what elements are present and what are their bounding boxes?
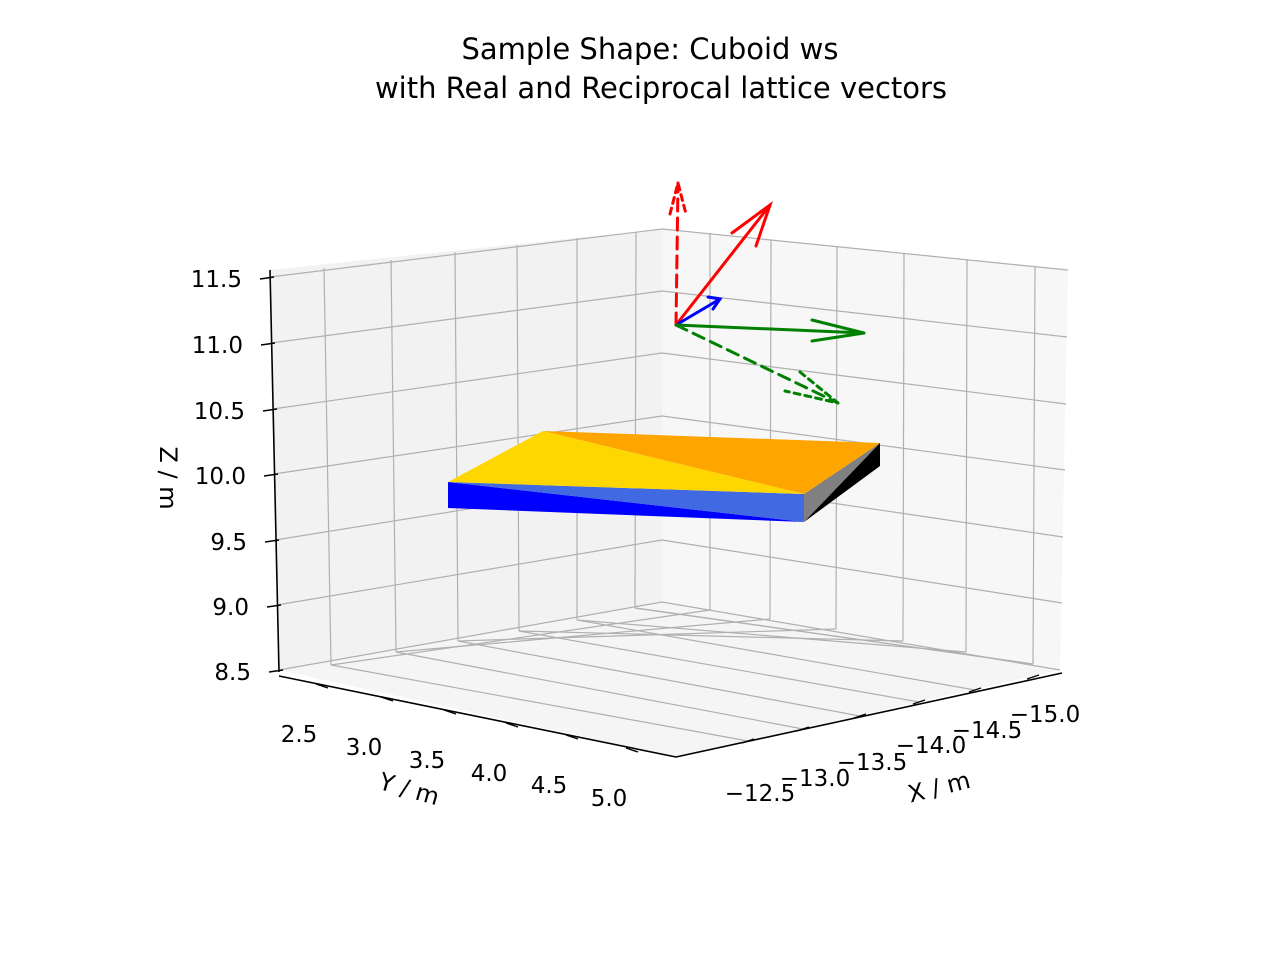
x-tick [796, 726, 810, 732]
y-tick [315, 683, 329, 689]
z-tick [262, 408, 278, 412]
x-tick [853, 713, 867, 719]
y-tick [505, 722, 519, 728]
y-tick-label: 3.5 [409, 748, 446, 774]
cuboid-face-right-lower [804, 443, 880, 522]
z-tick [266, 604, 282, 608]
cuboid-face-top-right [543, 431, 880, 494]
chart-subtitle: with Real and Reciprocal lattice vectors [375, 71, 947, 105]
y-tick-label: 5.0 [591, 786, 628, 812]
axis-ticks [259, 276, 1040, 753]
lattice-vectors [668, 181, 866, 405]
x-tick-label: −14.0 [896, 733, 966, 759]
x-tick [741, 738, 755, 744]
x-tick-label: −13.5 [837, 750, 907, 776]
real-vector-b [674, 318, 866, 343]
reciprocal-vector-a-star [668, 181, 688, 327]
z-tick [259, 276, 275, 280]
z-tick-label: 9.0 [212, 595, 249, 621]
z-tick-label: 8.5 [214, 660, 251, 686]
x-tick [912, 699, 926, 705]
y-axis-line [278, 675, 677, 758]
z-tick [260, 342, 276, 346]
x-tick [1026, 674, 1040, 680]
y-tick-label: 2.5 [281, 722, 318, 748]
reciprocal-vector-b-star [674, 323, 840, 405]
z-tick-label: 11.5 [191, 267, 242, 293]
x-tick-label: −14.5 [952, 718, 1022, 744]
x-tick-label: −13.0 [780, 766, 850, 792]
z-tick-label: 10.5 [194, 399, 245, 425]
x-tick [968, 687, 982, 693]
x-tick-label: −15.0 [1010, 702, 1080, 728]
cuboid-face-front-upper [448, 482, 804, 522]
y-tick [443, 709, 457, 715]
chart-title: Sample Shape: Cuboid ws [461, 32, 838, 66]
y-tick [380, 696, 394, 702]
x-axis-label: X / m [905, 766, 973, 808]
z-tick-label: 10.0 [195, 464, 246, 490]
x-axis-line [675, 672, 1063, 758]
cuboid-face-top-left [448, 431, 804, 494]
z-tick-label: 11.0 [192, 333, 243, 359]
z-tick [263, 473, 279, 477]
z-tick [264, 539, 280, 543]
z-tick [268, 669, 284, 673]
real-vector-c [674, 295, 723, 327]
z-axis-label: Z / m [154, 446, 182, 509]
y-tick-label: 4.5 [531, 773, 568, 799]
z-tick-label: 9.5 [210, 530, 247, 556]
y-tick [625, 747, 639, 753]
y-tick-label: 3.0 [346, 735, 383, 761]
tick-labels: 8.5 9.0 9.5 10.0 10.5 11.0 11.5 2.5 3.0 3.5 4.0 4.5… [191, 267, 1080, 812]
cuboid-shape [448, 431, 880, 522]
pane-left [270, 229, 662, 670]
y-tick-label: 4.0 [471, 761, 508, 787]
y-tick [565, 734, 579, 740]
x-tick-label: −12.5 [725, 781, 795, 807]
real-vector-a [674, 200, 773, 327]
